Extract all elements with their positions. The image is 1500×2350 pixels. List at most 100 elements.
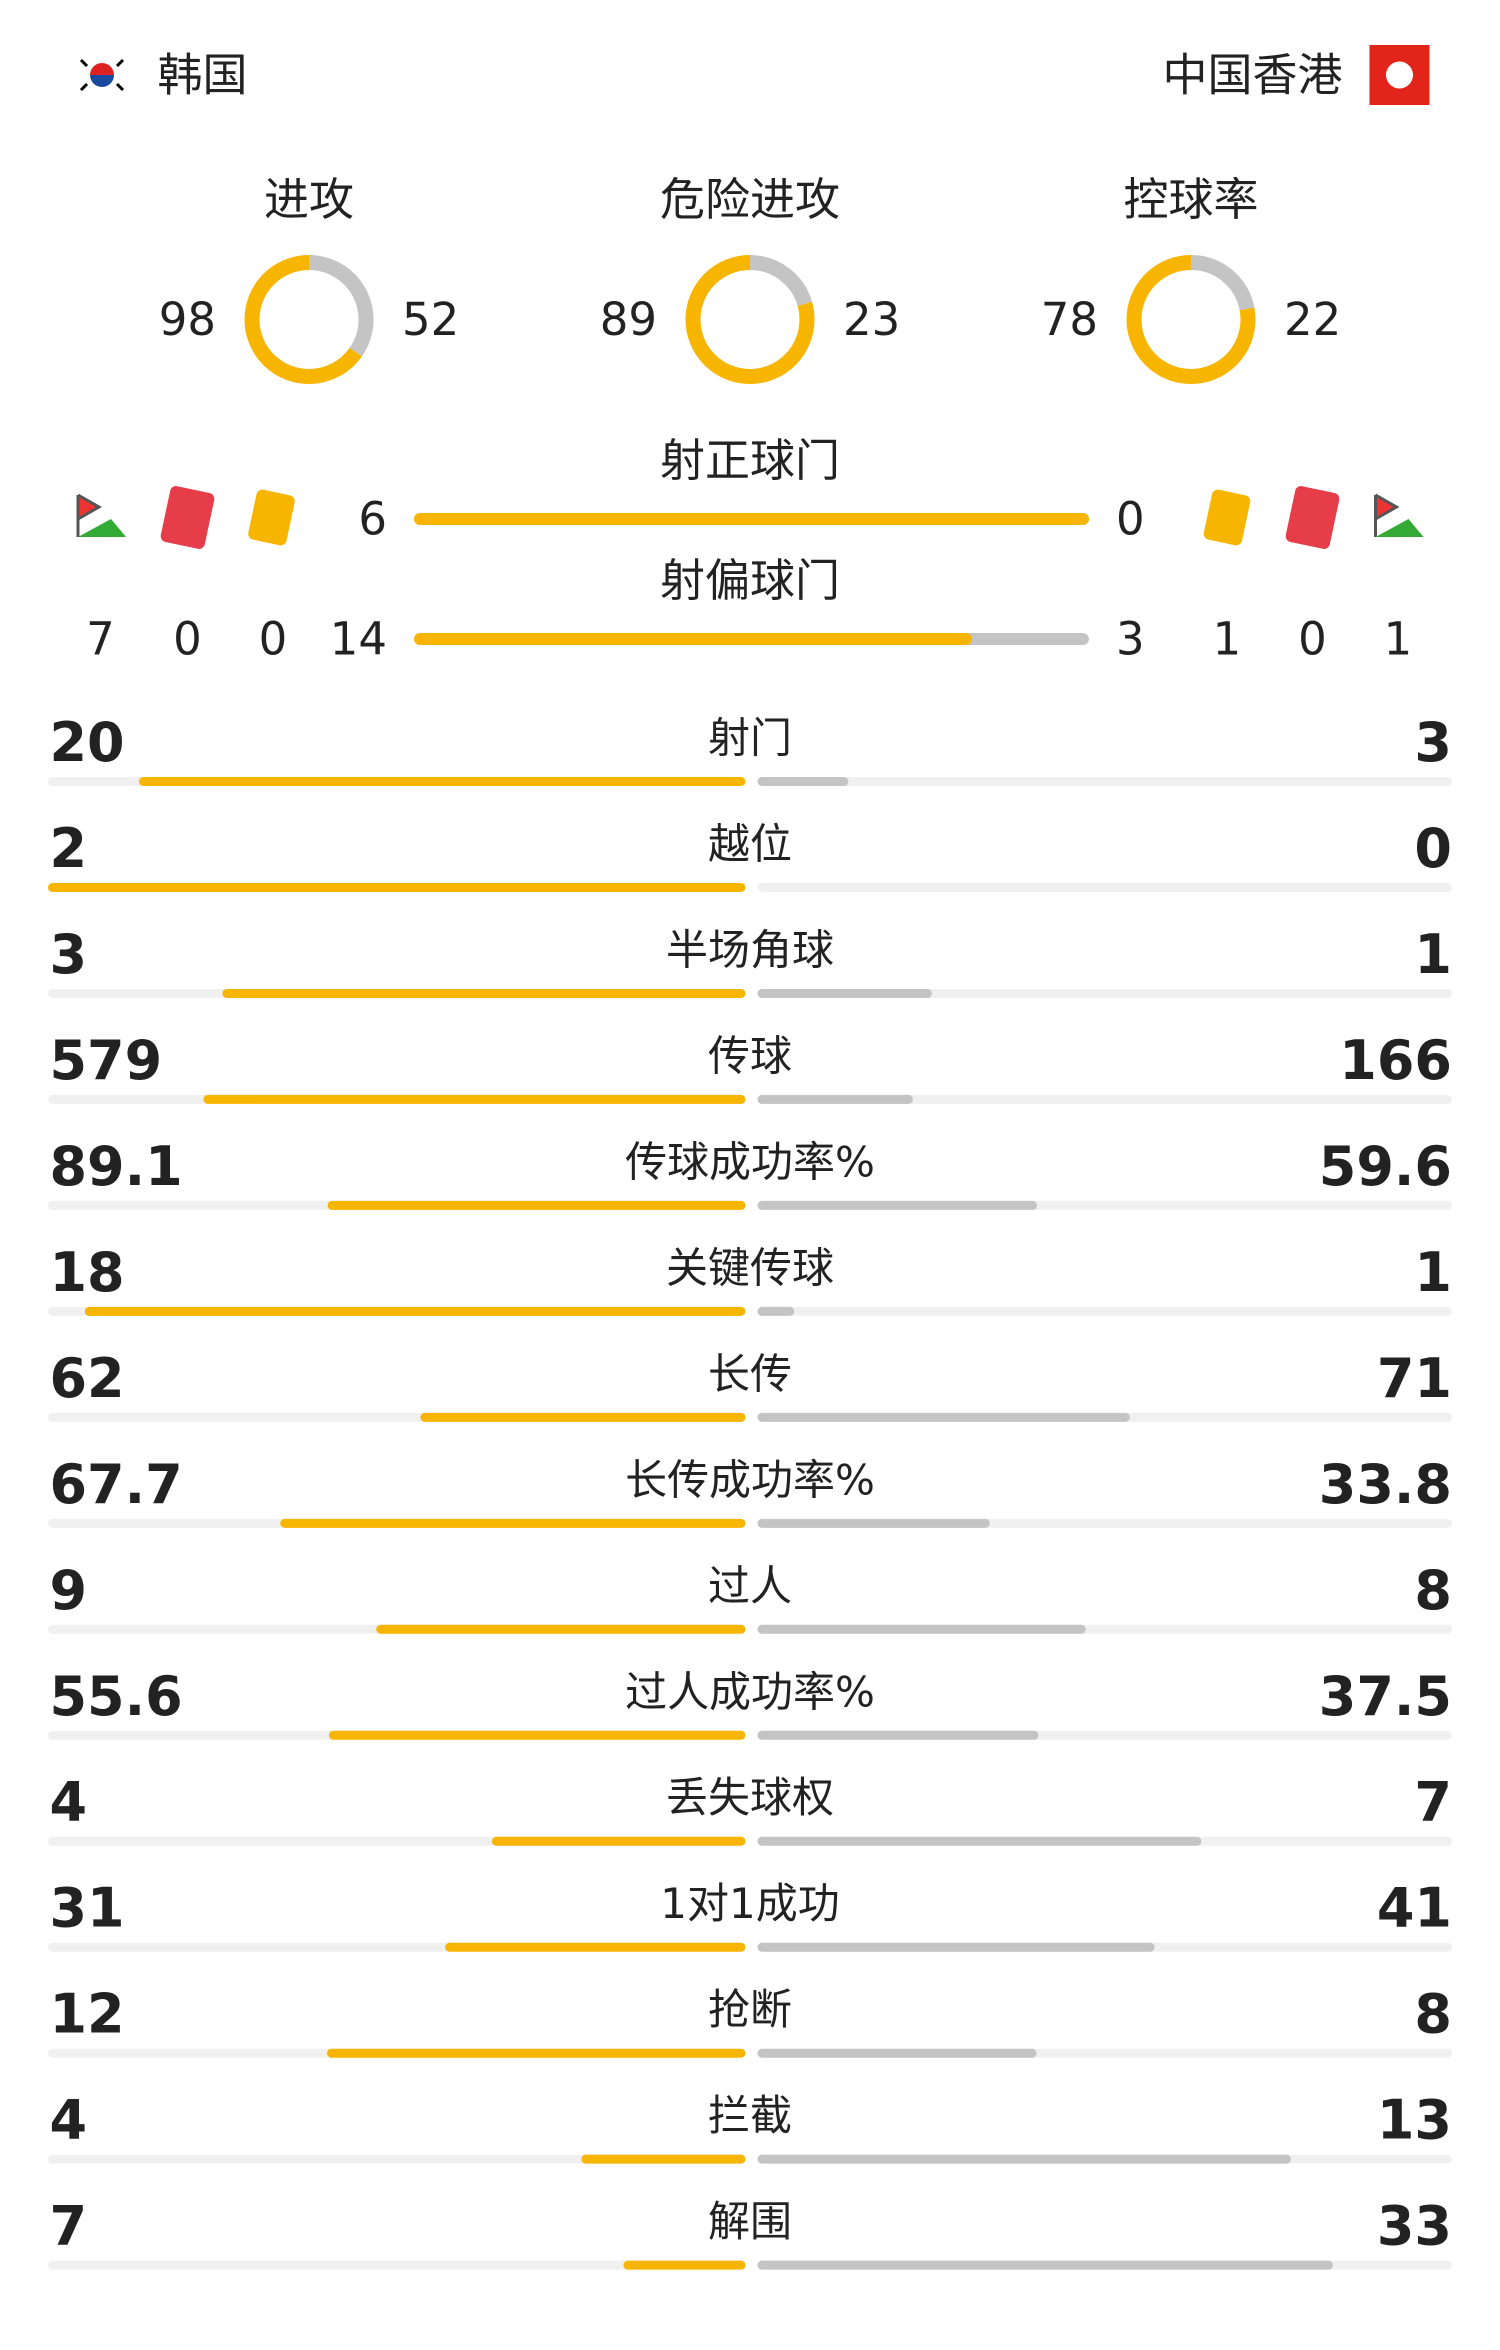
away-bar [757,1624,1086,1634]
stat-label: 越位 [708,819,792,868]
stat-home-value: 62 [50,1347,125,1410]
stat-away-value: 13 [1377,2089,1452,2152]
away-bar [757,1518,990,1528]
shot-label: 射偏球门 [660,554,840,607]
korea-flag [78,56,127,93]
stat-away-value: 1 [1414,1241,1452,1304]
away-bar [757,1200,1038,1210]
shot-home-value: 14 [330,612,387,665]
stat-home-value: 3 [50,923,88,986]
stat-home-value: 67.7 [50,1453,183,1516]
stat-away-value: 0 [1414,817,1452,880]
bar-track [757,882,1452,892]
stat-label: 1对1成功 [660,1879,839,1928]
away-bar [757,2048,1037,2058]
stat-home-value: 31 [50,1877,125,1940]
stat-home-value: 579 [50,1029,163,1092]
stat-home-value: 7 [50,2195,88,2258]
home-bar [327,1200,746,1210]
stat-label: 射门 [708,713,792,762]
bar-track [757,1306,1452,1316]
stat-label: 解围 [708,2197,792,2246]
away-bar [757,2260,1333,2270]
stat-away-value: 8 [1414,1559,1452,1622]
stat-home-value: 89.1 [50,1135,183,1198]
home-icons [76,486,295,549]
ring-home-arc [685,254,815,384]
stat-label: 长传成功率% [625,1455,875,1504]
away-icons [1203,486,1424,549]
stat-label: 长传 [708,1349,792,1398]
shot-label: 射正球门 [660,434,840,487]
home-bar [327,2048,746,2058]
stat-label: 抢断 [708,1985,792,2034]
stat-home-value: 12 [50,1983,125,2046]
stat-label: 拦截 [708,2091,792,2140]
event-count: 0 [259,612,288,665]
home-bar [420,1412,746,1422]
away-bar [757,776,849,786]
ring-home-arc [1126,254,1256,384]
stat-away-value: 166 [1339,1029,1452,1092]
ring-label: 控球率 [1124,173,1259,226]
stat-away-value: 7 [1414,1771,1452,1834]
away-team: 中国香港 [1163,48,1343,101]
home-bar [376,1624,746,1634]
home-bar [623,2260,746,2270]
bar-track [757,776,1452,786]
stat-home-value: 18 [50,1241,125,1304]
home-bar [222,988,746,998]
stat-home-value: 9 [50,1559,88,1622]
stat-label: 丢失球权 [666,1773,834,1822]
event-count: 1 [1213,612,1242,665]
away-bar [757,1412,1130,1422]
shot-away-value: 3 [1116,612,1145,665]
event-count: 7 [86,612,115,665]
shot-home-value: 6 [358,492,387,545]
ring-away-value: 52 [402,293,459,346]
home-bar [48,882,746,892]
home-bar [280,1518,746,1528]
stat-away-value: 33 [1377,2195,1452,2258]
home-bar [84,1306,746,1316]
away-bar [757,1836,1202,1846]
bar-track [48,2154,746,2164]
away-bar [757,1730,1039,1740]
stat-label: 过人 [708,1561,792,1610]
stat-label: 传球成功率% [625,1137,875,1186]
ring-away-value: 23 [843,293,900,346]
away-bar [757,1306,795,1316]
home-bar [138,776,746,786]
bar-track [757,1094,1452,1104]
away-bar [757,1942,1155,1952]
stat-label: 过人成功率% [625,1667,875,1716]
home-bar [203,1094,746,1104]
stat-label: 半场角球 [666,925,834,974]
home-bar [491,1836,746,1846]
ring-label: 危险进攻 [660,173,840,226]
ring-home-value: 89 [600,293,657,346]
stat-label: 关键传球 [666,1243,834,1292]
stat-away-value: 59.6 [1319,1135,1452,1198]
stat-away-value: 37.5 [1319,1665,1452,1728]
away-bar [757,988,932,998]
away-bar [757,2154,1291,2164]
event-count: 1 [1384,612,1413,665]
bar-track [48,2260,746,2270]
stat-away-value: 71 [1377,1347,1452,1410]
stat-home-value: 55.6 [50,1665,183,1728]
ring-home-value: 98 [159,293,216,346]
home-bar [445,1942,746,1952]
stat-away-value: 8 [1414,1983,1452,2046]
event-count: 0 [173,612,202,665]
home-bar [581,2154,746,2164]
hk-flag [1369,44,1430,105]
stat-label: 传球 [708,1031,792,1080]
stat-home-value: 2 [50,817,88,880]
stat-away-value: 3 [1414,711,1452,774]
event-count: 0 [1298,612,1327,665]
stat-home-value: 4 [50,1771,88,1834]
ring-home-value: 78 [1041,293,1098,346]
